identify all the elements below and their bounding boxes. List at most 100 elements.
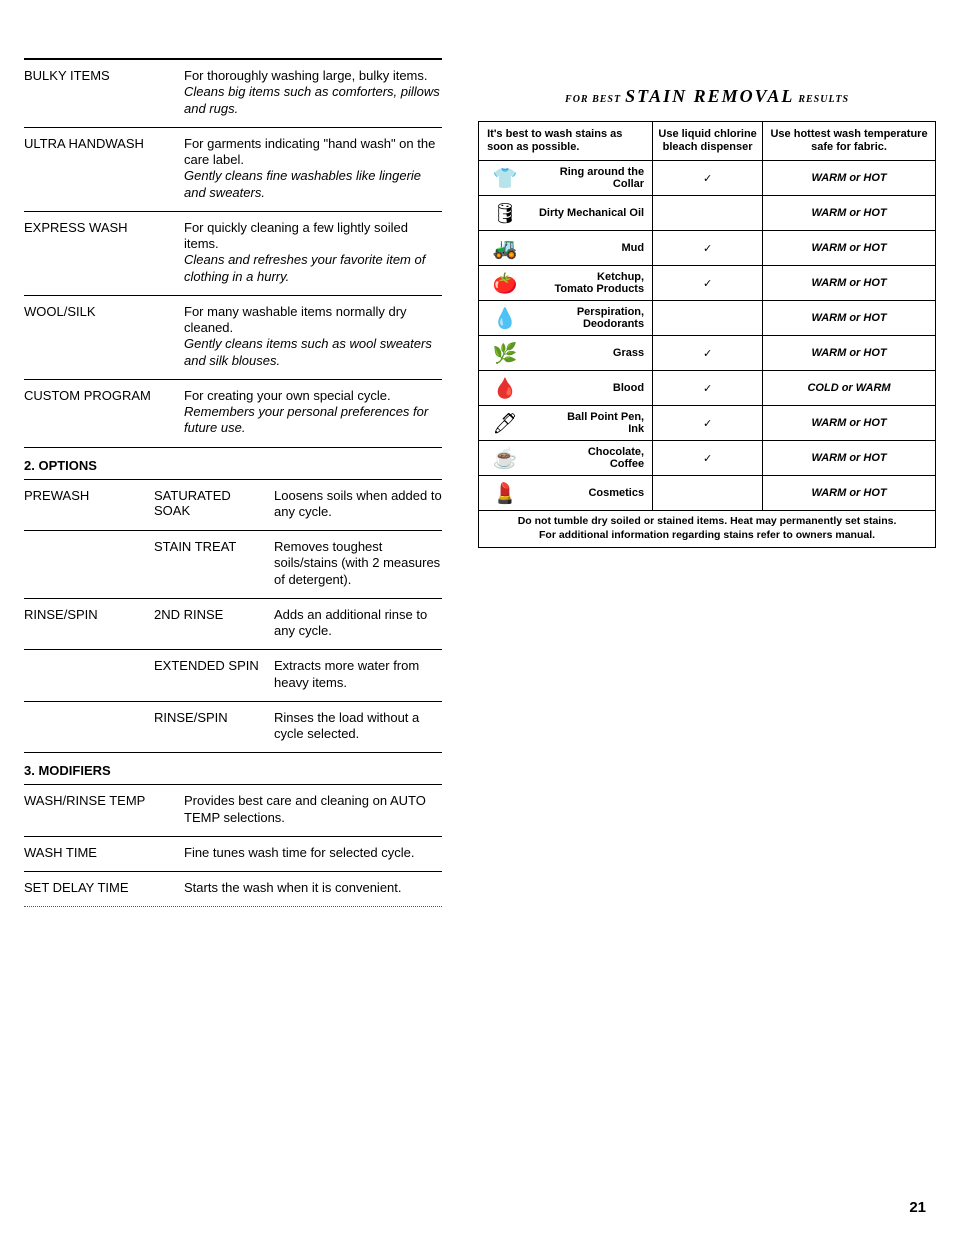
cycle-row: ULTRA HANDWASHFor garments indicating "h… — [24, 128, 442, 212]
option-desc: Adds an additional rinse to any cycle. — [274, 607, 442, 640]
option-name: EXTENDED SPIN — [154, 658, 274, 691]
stain-label: Dirty Mechanical Oil — [527, 207, 646, 220]
cycle-row: CUSTOM PROGRAMFor creating your own spec… — [24, 380, 442, 448]
stain-label: Cosmetics — [527, 487, 646, 500]
option-name: RINSE/SPIN — [154, 710, 274, 743]
options-header: 2. OPTIONS — [24, 448, 442, 480]
stain-removal-title: FOR BEST STAIN REMOVAL RESULTS — [478, 86, 936, 107]
stain-label: Blood — [527, 382, 646, 395]
stain-temp: WARM or HOT — [763, 406, 936, 441]
option-row: PREWASHSATURATED SOAKLoosens soils when … — [24, 480, 442, 532]
option-category — [24, 658, 154, 691]
stain-head-2: Use liquid chlorine bleach dispenser — [653, 122, 763, 161]
cycle-name: EXPRESS WASH — [24, 220, 184, 285]
page-number: 21 — [909, 1199, 926, 1216]
modifier-row: SET DELAY TIMEStarts the wash when it is… — [24, 872, 442, 907]
stain-icon: 💄 — [483, 481, 527, 506]
stain-label: Grass — [527, 347, 646, 360]
option-row: RINSE/SPINRinses the load without a cycl… — [24, 702, 442, 754]
stain-icon: 💧 — [483, 306, 527, 331]
cycle-row: EXPRESS WASHFor quickly cleaning a few l… — [24, 212, 442, 296]
stain-temp: WARM or HOT — [763, 336, 936, 371]
stain-label: Chocolate,Coffee — [527, 446, 646, 471]
stain-row: 🚜Mud✓WARM or HOT — [479, 231, 936, 266]
modifier-name: WASH TIME — [24, 845, 184, 861]
stain-label: Mud — [527, 242, 646, 255]
stain-check: ✓ — [653, 231, 763, 266]
option-row: RINSE/SPIN2ND RINSEAdds an additional ri… — [24, 599, 442, 651]
cycle-name: WOOL/SILK — [24, 304, 184, 369]
stain-head-3: Use hottest wash temperature safe for fa… — [763, 122, 936, 161]
cycle-desc: For many washable items normally dry cle… — [184, 304, 442, 369]
modifier-desc: Provides best care and cleaning on AUTO … — [184, 793, 442, 826]
option-category — [24, 710, 154, 743]
stain-check: ✓ — [653, 266, 763, 301]
cycle-desc: For creating your own special cycle.Reme… — [184, 388, 442, 437]
stain-row: 💄Cosmetics WARM or HOT — [479, 476, 936, 511]
stain-icon: 🛢 — [483, 201, 527, 226]
stain-label: Ball Point Pen,Ink — [527, 411, 646, 436]
option-name: SATURATED SOAK — [154, 488, 274, 521]
cycle-name: CUSTOM PROGRAM — [24, 388, 184, 437]
stain-icon: 🍅 — [483, 271, 527, 296]
stain-row: 🖊Ball Point Pen,Ink ✓WARM or HOT — [479, 406, 936, 441]
stain-icon: 🌿 — [483, 341, 527, 366]
option-category: PREWASH — [24, 488, 154, 521]
cycle-name: BULKY ITEMS — [24, 68, 184, 117]
stain-temp: WARM or HOT — [763, 441, 936, 476]
stain-temp: WARM or HOT — [763, 231, 936, 266]
modifier-desc: Starts the wash when it is convenient. — [184, 880, 442, 896]
stain-check: ✓ — [653, 161, 763, 196]
option-row: STAIN TREATRemoves toughest soils/stains… — [24, 531, 442, 599]
cycle-name: ULTRA HANDWASH — [24, 136, 184, 201]
cycle-desc: For thoroughly washing large, bulky item… — [184, 68, 442, 117]
stain-check: ✓ — [653, 371, 763, 406]
stain-icon: ☕ — [483, 446, 527, 471]
stain-label: Perspiration,Deodorants — [527, 306, 646, 331]
modifiers-header: 3. MODIFIERS — [24, 753, 442, 785]
stain-icon: 🖊 — [483, 411, 527, 436]
right-column: FOR BEST STAIN REMOVAL RESULTS It's best… — [478, 58, 936, 907]
cycle-desc: For quickly cleaning a few lightly soile… — [184, 220, 442, 285]
option-desc: Extracts more water from heavy items. — [274, 658, 442, 691]
stain-check: ✓ — [653, 406, 763, 441]
stain-icon: 🩸 — [483, 376, 527, 401]
stain-row: ☕Chocolate,Coffee ✓WARM or HOT — [479, 441, 936, 476]
option-desc: Rinses the load without a cycle selected… — [274, 710, 442, 743]
modifier-row: WASH TIMEFine tunes wash time for select… — [24, 837, 442, 872]
stain-footer: Do not tumble dry soiled or stained item… — [478, 511, 936, 547]
stain-temp: COLD or WARM — [763, 371, 936, 406]
option-desc: Removes toughest soils/stains (with 2 me… — [274, 539, 442, 588]
stain-temp: WARM or HOT — [763, 196, 936, 231]
stain-temp: WARM or HOT — [763, 161, 936, 196]
stain-table: It's best to wash stains as soon as poss… — [478, 121, 936, 511]
left-column: BULKY ITEMSFor thoroughly washing large,… — [24, 58, 442, 907]
option-desc: Loosens soils when added to any cycle. — [274, 488, 442, 521]
modifier-desc: Fine tunes wash time for selected cycle. — [184, 845, 442, 861]
stain-check — [653, 476, 763, 511]
option-name: 2ND RINSE — [154, 607, 274, 640]
stain-temp: WARM or HOT — [763, 301, 936, 336]
stain-check: ✓ — [653, 336, 763, 371]
stain-check — [653, 196, 763, 231]
modifier-name: WASH/RINSE TEMP — [24, 793, 184, 826]
cycle-row: BULKY ITEMSFor thoroughly washing large,… — [24, 60, 442, 128]
option-name: STAIN TREAT — [154, 539, 274, 588]
stain-check: ✓ — [653, 441, 763, 476]
stain-label: Ketchup,Tomato Products — [527, 271, 646, 296]
modifier-row: WASH/RINSE TEMPProvides best care and cl… — [24, 785, 442, 837]
stain-label: Ring around the Collar — [527, 166, 646, 191]
option-row: EXTENDED SPINExtracts more water from he… — [24, 650, 442, 702]
cycle-desc: For garments indicating "hand wash" on t… — [184, 136, 442, 201]
stain-check — [653, 301, 763, 336]
stain-row: 🌿Grass ✓WARM or HOT — [479, 336, 936, 371]
stain-row: 💧Perspiration,Deodorants WARM or HOT — [479, 301, 936, 336]
cycle-row: WOOL/SILKFor many washable items normall… — [24, 296, 442, 380]
stain-row: 🛢Dirty Mechanical Oil WARM or HOT — [479, 196, 936, 231]
option-category — [24, 539, 154, 588]
stain-temp: WARM or HOT — [763, 476, 936, 511]
stain-icon: 👕 — [483, 166, 527, 191]
stain-row: 🍅Ketchup,Tomato Products ✓WARM or HOT — [479, 266, 936, 301]
stain-row: 🩸Blood ✓COLD or WARM — [479, 371, 936, 406]
stain-temp: WARM or HOT — [763, 266, 936, 301]
